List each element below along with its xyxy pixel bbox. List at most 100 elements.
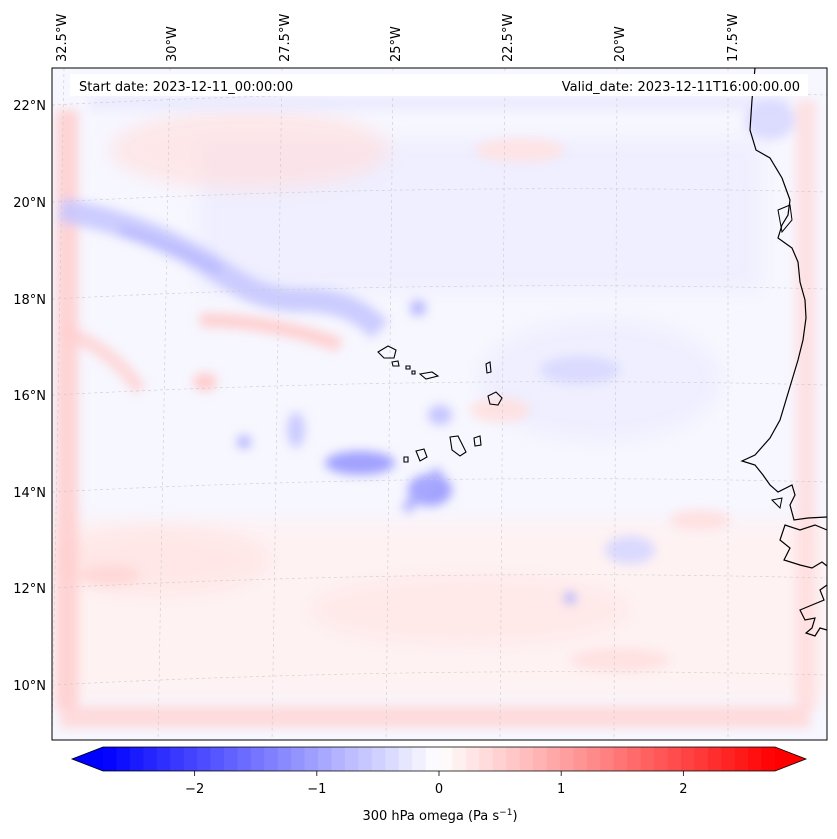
island-maio <box>473 435 482 447</box>
header-box <box>70 74 808 96</box>
colorbar-cell <box>613 747 628 771</box>
field-pink-cell-4 <box>670 510 730 530</box>
lat-label-3: 16°N <box>13 389 46 404</box>
colorbar-cell <box>103 747 118 771</box>
colorbar-cell <box>277 747 292 771</box>
colorbar-cell <box>250 747 265 771</box>
colorbar-cell <box>533 747 548 771</box>
colorbar-cell <box>586 747 601 771</box>
lat-label-2: 18°N <box>13 293 46 308</box>
colorbar-cell <box>479 747 494 771</box>
field-boundary-south <box>60 706 810 728</box>
colorbar-cell <box>492 747 507 771</box>
colorbar-extend-high <box>775 747 806 771</box>
lat-label-6: 10°N <box>13 679 46 694</box>
colorbar-tick-label: 1 <box>557 782 565 797</box>
parallel-12n <box>52 574 827 589</box>
field-boundary-north <box>90 96 790 110</box>
colorbar-ticks: −2 −1 0 1 2 <box>185 771 688 797</box>
colorbar-outline <box>70 746 808 772</box>
lon-label-6: 17.5°W <box>726 14 741 62</box>
meridian-22-5w <box>499 68 506 740</box>
field-blue-band-core <box>118 225 223 275</box>
colorbar-cell <box>465 747 480 771</box>
lat-label-0: 22°N <box>13 99 46 114</box>
colorbar-cell <box>412 747 427 771</box>
colorbar-cell <box>667 747 682 771</box>
longitude-labels: 32.5°W 30°W 27.5°W 25°W 22.5°W 20°W 17.5°W <box>55 14 741 62</box>
colorbar-cell <box>707 747 722 771</box>
colorbar-cell <box>694 747 709 771</box>
omega-field <box>52 68 827 740</box>
colorbar-cell <box>425 747 440 771</box>
colorbar-cell <box>129 747 144 771</box>
field-pink-cell-5 <box>475 138 565 162</box>
colorbar-cell <box>183 747 198 771</box>
latitude-labels: 22°N 20°N 18°N 16°N 14°N 12°N 10°N <box>13 99 46 694</box>
colorbar-cell <box>170 747 185 771</box>
gridlines <box>52 68 827 740</box>
field-pink-south-west <box>52 525 270 595</box>
field-pink-northcentral <box>110 110 390 190</box>
parallel-16n <box>52 381 827 396</box>
colorbar-cell <box>116 747 131 771</box>
field-blue-dot-1 <box>410 300 426 316</box>
colorbar-cell <box>600 747 615 771</box>
coast-inlet-1 <box>777 204 793 234</box>
colorbar-cell <box>546 747 561 771</box>
colorbar-cell <box>358 747 373 771</box>
colorbar-cell <box>398 747 413 771</box>
colorbar-cell <box>210 747 225 771</box>
africa-coastline <box>740 68 827 521</box>
africa-coastline-south <box>779 524 827 569</box>
colorbar-cells <box>103 747 776 771</box>
colorbar-cell <box>344 747 359 771</box>
colorbar-cell <box>264 747 279 771</box>
lon-label-0: 32.5°W <box>55 14 70 62</box>
field-blue-cell-4 <box>287 412 305 448</box>
parallel-18n <box>52 285 827 300</box>
meridian-25w <box>385 68 394 740</box>
colorbar: −2 −1 0 1 2 300 hPa omega (Pa s−1) <box>70 746 808 824</box>
field-boundary-east <box>796 100 816 710</box>
colorbar-cell <box>318 747 333 771</box>
map-panel: Start date: 2023-12-11_00:00:00 Valid_da… <box>51 67 828 741</box>
field-pink-south-east <box>310 575 630 645</box>
valid-date-label: Valid_date: 2023-12-11T16:00:00.00 <box>562 80 800 95</box>
field-blue-east-1 <box>540 356 620 384</box>
field-blue-dot-2 <box>237 435 251 449</box>
field-pink-band <box>199 313 343 352</box>
field-pink-cell-6 <box>570 648 670 672</box>
colorbar-cell <box>237 747 252 771</box>
colorbar-cell <box>304 747 319 771</box>
colorbar-label-main: 300 hPa omega (Pa s <box>362 809 499 824</box>
lat-label-4: 14°N <box>13 486 46 501</box>
map-frame <box>51 67 828 741</box>
field-pink-cell-1 <box>193 373 217 391</box>
colorbar-extend-low <box>72 747 103 771</box>
lat-label-1: 20°N <box>13 196 46 211</box>
colorbar-cell <box>573 747 588 771</box>
start-date-label: Start date: 2023-12-11_00:00:00 <box>79 80 293 95</box>
colorbar-label-close: ) <box>512 809 517 824</box>
colorbar-cell <box>721 747 736 771</box>
cape-verde-islands <box>377 345 503 463</box>
colorbar-cell <box>223 747 238 771</box>
field-blue-cell-3 <box>428 405 452 425</box>
island-sal <box>485 361 492 374</box>
lon-label-4: 22.5°W <box>501 14 516 62</box>
island-fogo <box>415 448 428 462</box>
colorbar-cell <box>654 747 669 771</box>
field-blue-streak <box>401 466 444 514</box>
lon-label-3: 25°W <box>389 26 404 62</box>
colorbar-cell <box>331 747 346 771</box>
colorbar-tick-label: −2 <box>185 782 204 797</box>
colorbar-cell <box>371 747 386 771</box>
colorbar-cell <box>506 747 521 771</box>
colorbar-label-sup: −1 <box>499 808 512 818</box>
colorbar-cell <box>519 747 534 771</box>
colorbar-cell <box>385 747 400 771</box>
lat-label-5: 12°N <box>13 582 46 597</box>
island-dot-1 <box>411 370 416 375</box>
meridian-30w <box>157 68 171 740</box>
